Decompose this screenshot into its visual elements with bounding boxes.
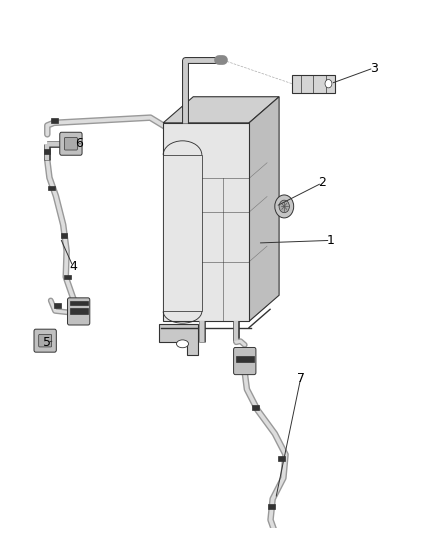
FancyBboxPatch shape bbox=[34, 329, 57, 352]
Circle shape bbox=[325, 79, 332, 88]
Text: 4: 4 bbox=[69, 260, 77, 273]
Bar bbox=[236, 356, 254, 362]
Text: 6: 6 bbox=[76, 138, 83, 150]
Text: 7: 7 bbox=[297, 373, 304, 385]
Bar bbox=[278, 456, 285, 461]
Polygon shape bbox=[163, 123, 249, 321]
FancyBboxPatch shape bbox=[233, 348, 256, 375]
Bar bbox=[252, 405, 259, 410]
FancyBboxPatch shape bbox=[67, 298, 90, 325]
Bar bbox=[54, 303, 60, 308]
FancyBboxPatch shape bbox=[39, 334, 52, 347]
Ellipse shape bbox=[177, 340, 188, 348]
Text: 5: 5 bbox=[43, 336, 51, 349]
Text: 3: 3 bbox=[370, 61, 378, 75]
Bar bbox=[70, 308, 88, 314]
FancyBboxPatch shape bbox=[64, 138, 78, 150]
Polygon shape bbox=[249, 97, 279, 321]
Bar bbox=[60, 233, 67, 238]
Polygon shape bbox=[292, 75, 335, 93]
Bar bbox=[70, 301, 88, 305]
FancyBboxPatch shape bbox=[60, 132, 82, 155]
Polygon shape bbox=[163, 97, 279, 123]
Circle shape bbox=[279, 200, 290, 213]
Polygon shape bbox=[159, 324, 198, 356]
Text: 1: 1 bbox=[327, 234, 335, 247]
Text: 2: 2 bbox=[318, 176, 326, 189]
Bar bbox=[64, 274, 71, 279]
Bar bbox=[44, 149, 50, 154]
Bar bbox=[51, 118, 58, 123]
Polygon shape bbox=[163, 155, 202, 311]
Bar bbox=[268, 504, 275, 509]
Circle shape bbox=[275, 195, 294, 218]
Bar bbox=[48, 186, 55, 190]
